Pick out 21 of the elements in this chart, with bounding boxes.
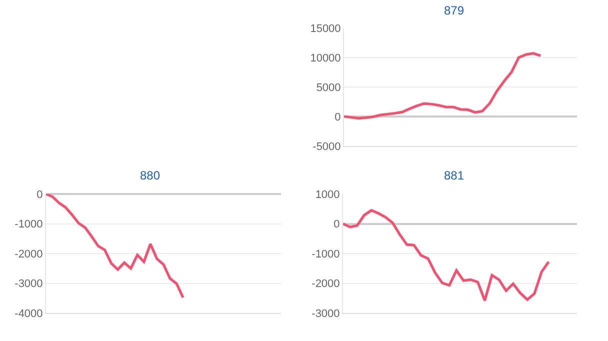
y-tick-label: -1000 <box>312 248 340 260</box>
y-tick-label: -2000 <box>14 248 43 260</box>
y-tick-label: 15000 <box>310 22 341 35</box>
chart-title: 879 <box>444 3 464 18</box>
line-series <box>46 194 184 299</box>
y-tick-label: 10000 <box>310 52 341 64</box>
y-tick-label: 0 <box>334 111 341 124</box>
y-tick-label: -5000 <box>312 140 341 153</box>
line-series <box>344 52 542 120</box>
y-tick-label: -1000 <box>14 218 43 231</box>
chart-title: 881 <box>444 168 464 182</box>
y-tick-label: -3000 <box>14 278 43 290</box>
y-tick-label: -3000 <box>312 308 340 320</box>
y-tick-label: 0 <box>334 218 340 231</box>
y-tick-label: 1000 <box>315 188 340 201</box>
line-series <box>343 209 550 302</box>
y-tick-label: 5000 <box>316 82 341 94</box>
chart-title: 880 <box>140 168 160 182</box>
y-tick-label: -4000 <box>14 308 43 320</box>
y-tick-label: -2000 <box>312 278 340 290</box>
y-tick-label: 0 <box>36 188 43 201</box>
